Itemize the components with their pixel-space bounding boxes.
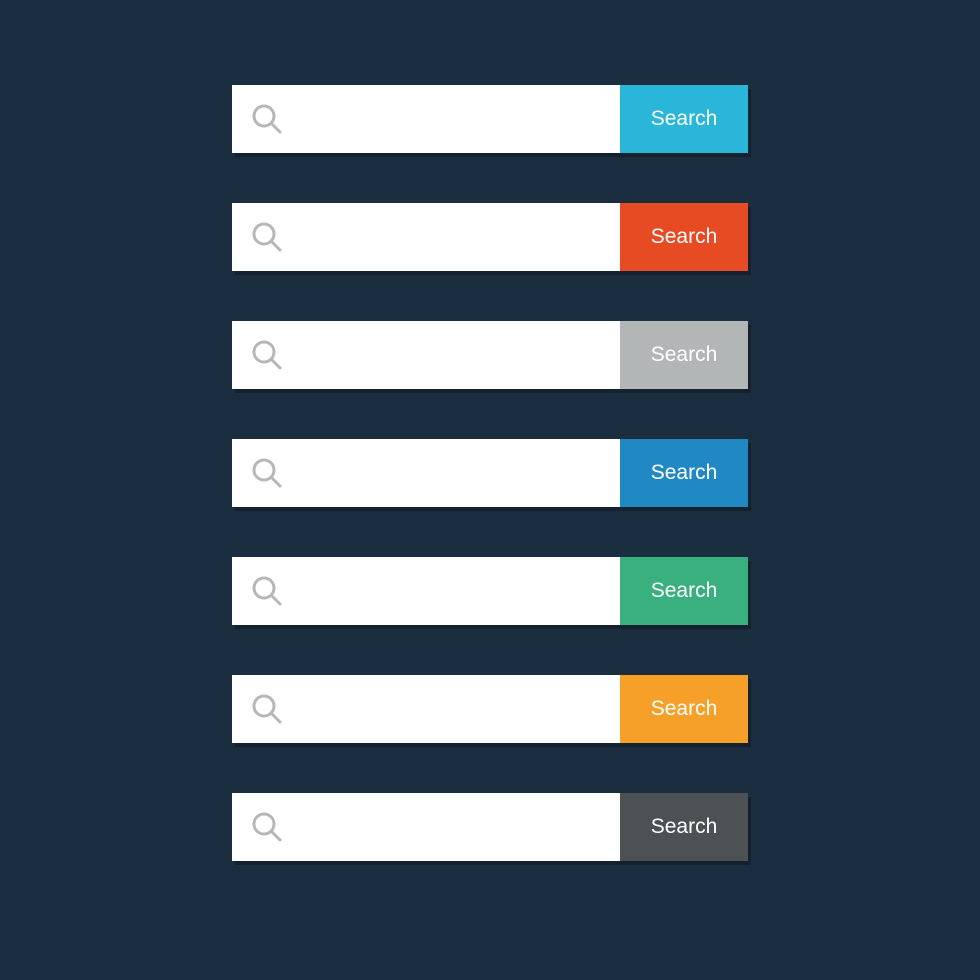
search-button-label: Search	[651, 697, 718, 721]
search-button[interactable]: Search	[620, 321, 748, 389]
search-button-label: Search	[651, 815, 718, 839]
search-icon	[250, 692, 284, 726]
search-button[interactable]: Search	[620, 203, 748, 271]
search-icon	[250, 338, 284, 372]
search-input[interactable]	[232, 85, 620, 153]
search-bar: Search	[232, 203, 748, 271]
search-button[interactable]: Search	[620, 675, 748, 743]
search-button[interactable]: Search	[620, 557, 748, 625]
search-input[interactable]	[232, 793, 620, 861]
search-bar: Search	[232, 439, 748, 507]
search-input[interactable]	[232, 321, 620, 389]
search-bar: Search	[232, 321, 748, 389]
search-button-label: Search	[651, 579, 718, 603]
search-bar: Search	[232, 793, 748, 861]
search-button[interactable]: Search	[620, 439, 748, 507]
search-button-label: Search	[651, 107, 718, 131]
search-button-label: Search	[651, 225, 718, 249]
search-icon	[250, 102, 284, 136]
search-button[interactable]: Search	[620, 793, 748, 861]
search-icon	[250, 220, 284, 254]
search-button-label: Search	[651, 343, 718, 367]
search-bar: Search	[232, 675, 748, 743]
search-input[interactable]	[232, 439, 620, 507]
search-input[interactable]	[232, 203, 620, 271]
search-input[interactable]	[232, 675, 620, 743]
search-bar: Search	[232, 85, 748, 153]
search-icon	[250, 810, 284, 844]
search-icon	[250, 456, 284, 490]
search-input[interactable]	[232, 557, 620, 625]
search-button-label: Search	[651, 461, 718, 485]
search-icon	[250, 574, 284, 608]
search-bar: Search	[232, 557, 748, 625]
search-button[interactable]: Search	[620, 85, 748, 153]
